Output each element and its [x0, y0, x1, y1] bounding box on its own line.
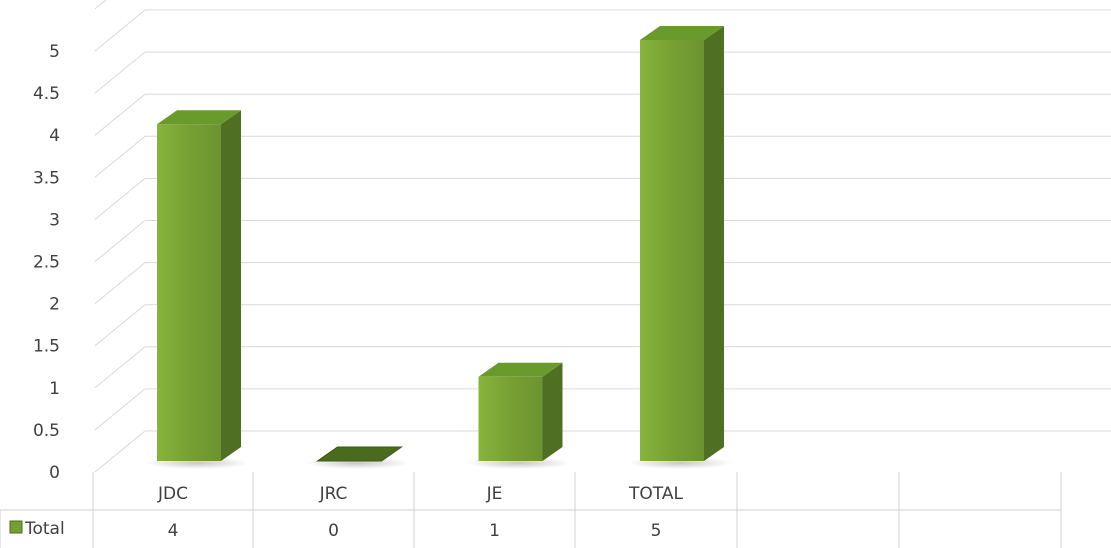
data-table-value: 1 [489, 521, 500, 541]
y-tick-label: 0 [49, 463, 60, 483]
legend-label: Total [24, 519, 65, 539]
bar [305, 446, 410, 469]
category-labels: JDC JRC JE TOTAL [157, 484, 683, 504]
y-tick-label: 1.5 [33, 337, 60, 357]
y-tick-label: 3.5 [33, 168, 60, 188]
legend-swatch [9, 520, 23, 534]
bar-top [478, 362, 563, 377]
value-labels: 4 0 1 5 [168, 521, 662, 541]
bar-side [542, 362, 563, 461]
bar [628, 26, 732, 469]
bar-side [221, 110, 241, 461]
gridline-diagonal [94, 346, 146, 389]
y-tick-label: 2 [49, 295, 60, 315]
gridline-diagonal [94, 9, 146, 52]
y-axis-ticks: 0 0.5 1 1.5 2 2.5 3 3.5 4 4.5 5 [33, 42, 60, 483]
bar-front [640, 40, 704, 461]
legend-key: Total [9, 519, 65, 539]
y-tick-label: 4.5 [33, 84, 60, 104]
gridlines [94, 0, 1111, 473]
gridline-diagonal [94, 304, 146, 347]
gridline-diagonal [94, 388, 146, 431]
category-label: JE [486, 484, 503, 504]
gridline-diagonal [94, 178, 146, 220]
category-label: TOTAL [628, 484, 683, 504]
gridline-diagonal [94, 430, 146, 473]
bar-top [157, 110, 241, 125]
y-tick-label: 1 [49, 379, 60, 399]
bar-top [640, 26, 724, 40]
data-table: Total JDC JRC JE TOTAL 4 0 1 5 [0, 472, 1062, 548]
data-table-value: 5 [651, 521, 662, 541]
gridline-diagonal [94, 220, 146, 262]
bar-flat [315, 446, 404, 462]
bar [145, 110, 249, 469]
gridline-diagonal [94, 135, 146, 178]
y-tick-label: 2.5 [33, 253, 60, 273]
y-tick-label: 5 [49, 42, 60, 62]
data-table-gridlines [0, 472, 1062, 548]
bar-front [157, 124, 221, 461]
bar-side [704, 26, 724, 461]
gridline-diagonal [94, 262, 146, 304]
y-tick-label: 0.5 [33, 421, 60, 441]
bar [466, 362, 571, 469]
data-table-value: 4 [168, 521, 179, 541]
bar-front [478, 376, 543, 461]
y-tick-label: 3 [49, 210, 60, 230]
category-label: JDC [157, 484, 188, 504]
gridline-diagonal [94, 51, 146, 94]
gridline-diagonal [94, 0, 107, 10]
category-label: JRC [319, 484, 348, 504]
gridline-diagonal [94, 93, 146, 136]
data-table-value: 0 [328, 521, 339, 541]
bars [145, 26, 732, 469]
y-tick-label: 4 [49, 126, 60, 146]
